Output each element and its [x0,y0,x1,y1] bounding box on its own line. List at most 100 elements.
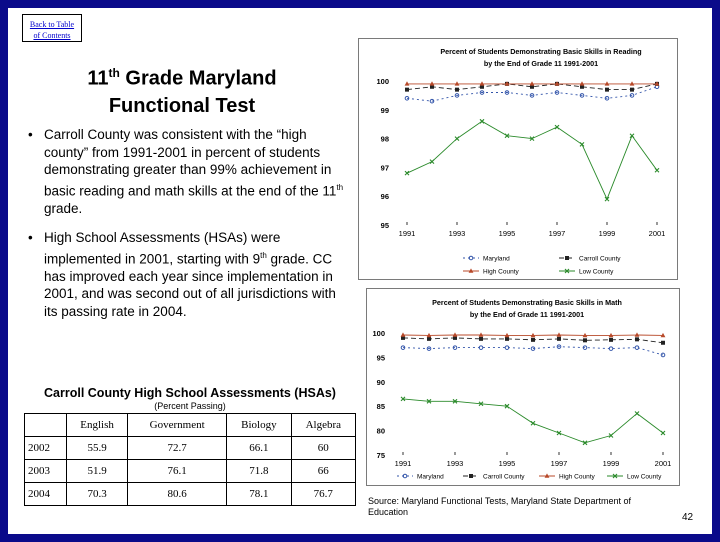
data-point [630,88,634,92]
chart-title: by the End of Grade 11 1991-2001 [484,59,598,68]
data-point [430,160,434,164]
table-cell: 51.9 [67,460,128,483]
chart-title: Percent of Students Demonstrating Basic … [432,298,622,307]
table-cell: 72.7 [128,437,227,460]
table-cell: 2002 [25,437,67,460]
math-chart: Percent of Students Demonstrating Basic … [366,288,680,486]
data-point [635,412,639,416]
x-tick-label: 2001 [649,229,666,238]
y-tick-label: 100 [376,77,389,86]
back-to-toc-link[interactable]: Back to Table of Contents [22,14,82,42]
data-point [583,338,587,342]
reading-chart-svg: Percent of Students Demonstrating Basic … [359,39,677,279]
slide-title: 11th Grade Maryland Functional Test [22,60,342,120]
table-cell: 78.1 [227,483,291,506]
math-chart-svg: Percent of Students Demonstrating Basic … [367,289,679,485]
data-point [605,197,609,201]
x-tick-label: 1993 [447,459,464,468]
table-cell: 66.1 [227,437,291,460]
data-point [427,337,431,341]
data-point [630,134,634,138]
data-point [531,421,535,425]
legend-label: Maryland [417,474,444,481]
data-point [557,337,561,341]
toc-link-line1: Back to Table [23,19,81,30]
table-cell: 2004 [25,483,67,506]
data-point [605,88,609,92]
x-tick-label: 1995 [499,459,516,468]
y-tick-label: 99 [381,106,389,115]
data-point [480,119,484,123]
page-number: 42 [682,512,693,523]
series-line [407,121,657,199]
bullet2-text: High School Assessments (HSAs) were impl… [44,230,280,266]
y-tick-label: 97 [381,163,389,172]
data-point [455,137,459,141]
x-tick-label: 2001 [655,459,672,468]
x-tick-label: 1995 [499,229,516,238]
bullet-carroll-consistency: Carroll County was consistent with the “… [28,126,353,217]
table-cell: 70.3 [67,483,128,506]
y-tick-label: 80 [377,427,385,436]
hsa-table: English Government Biology Algebra 2002 … [24,413,356,506]
table-cell: 2003 [25,460,67,483]
data-point [557,332,562,336]
data-point [635,337,639,341]
data-point [505,337,509,341]
hsa-header-cell: Government [128,414,227,437]
title-num: 11 [87,68,108,90]
hsa-header-cell: Biology [227,414,291,437]
bullet1-text: Carroll County was consistent with the “… [44,127,336,198]
reading-chart: Percent of Students Demonstrating Basic … [358,38,678,280]
table-cell: 80.6 [128,483,227,506]
data-point [479,337,483,341]
y-tick-label: 98 [381,135,389,144]
hsa-table-subtitle: (Percent Passing) [22,401,358,411]
x-tick-label: 1991 [395,459,412,468]
toc-link-line2: of Contents [23,30,81,41]
y-tick-label: 100 [372,329,385,338]
y-tick-label: 85 [377,402,385,411]
table-cell: 76.1 [128,460,227,483]
x-tick-label: 1993 [449,229,466,238]
legend-label: Maryland [483,256,510,263]
x-tick-label: 1997 [551,459,568,468]
chart-title: by the End of Grade 11 1991-2001 [470,310,584,319]
bullet-list: Carroll County was consistent with the “… [28,126,353,332]
legend-label: High County [559,474,596,481]
y-tick-label: 96 [381,192,389,201]
data-point [401,332,406,336]
title-sup: th [109,66,120,80]
source-note: Source: Maryland Functional Tests, Maryl… [368,496,668,518]
table-row: 2002 55.9 72.7 66.1 60 [25,437,356,460]
data-point [661,341,665,345]
legend-label: Carroll County [483,474,525,481]
data-point [405,171,409,175]
data-point [635,332,640,336]
data-point [661,431,665,435]
table-row: 2003 51.9 76.1 71.8 66 [25,460,356,483]
table-cell: 66 [291,460,355,483]
data-point [531,338,535,342]
data-point [655,168,659,172]
series-line [403,399,663,443]
legend-label: Low County [579,269,614,276]
legend-label: High County [483,269,520,276]
hsa-header-cell: Algebra [291,414,355,437]
y-tick-label: 75 [377,451,385,460]
bullet1-tail: grade. [44,201,82,216]
y-tick-label: 95 [377,353,385,362]
y-tick-label: 95 [381,221,389,230]
table-cell: 55.9 [67,437,128,460]
x-tick-label: 1997 [549,229,566,238]
data-point [609,338,613,342]
hsa-header-cell [25,414,67,437]
table-cell: 71.8 [227,460,291,483]
chart-title: Percent of Students Demonstrating Basic … [440,47,641,56]
x-tick-label: 1999 [599,229,616,238]
hsa-table-title: Carroll County High School Assessments (… [22,386,358,400]
table-cell: 60 [291,437,355,460]
legend-marker [565,256,569,260]
bullet1-sup: th [336,183,343,192]
bullet2-sup: th [260,251,267,260]
